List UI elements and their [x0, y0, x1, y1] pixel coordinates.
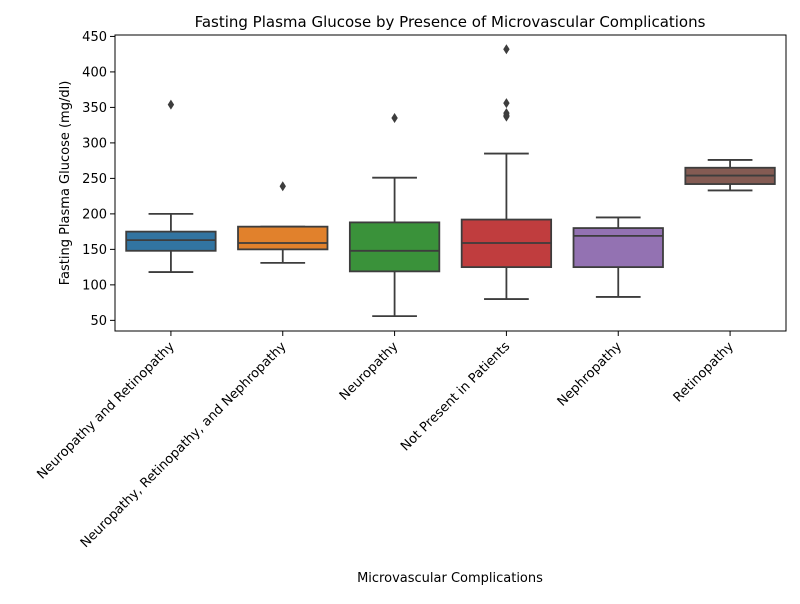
- box-3: [460, 44, 553, 300]
- outlier-point: [503, 111, 510, 122]
- plot-frame: [114, 34, 787, 332]
- outlier-point: [167, 99, 175, 110]
- box-5: [684, 159, 776, 192]
- y-tick-label: 50: [90, 314, 107, 329]
- box-4: [572, 216, 664, 298]
- iqr-box: [237, 225, 329, 251]
- y-tick-label: 400: [82, 65, 107, 80]
- y-tick-label: 450: [82, 30, 107, 45]
- outlier-point: [279, 181, 286, 192]
- y-tick-label: 200: [82, 207, 107, 222]
- box-0: [125, 99, 217, 273]
- box-2: [348, 113, 441, 317]
- iqr-box: [348, 221, 441, 273]
- box-1: [237, 181, 329, 264]
- outlier-point: [503, 44, 510, 55]
- y-tick-label: 300: [82, 136, 107, 151]
- x-tick-label: Neuropathy, Retinopathy, and Nephropathy: [78, 339, 290, 551]
- outlier-point: [391, 113, 398, 124]
- y-tick-label: 150: [82, 243, 107, 258]
- y-axis-title: Fasting Plasma Glucose (mg/dl): [58, 81, 73, 286]
- x-tick-label: Neuropathy: [337, 339, 402, 404]
- y-tick-label: 100: [82, 278, 107, 293]
- chart-title: Fasting Plasma Glucose by Presence of Mi…: [195, 13, 706, 31]
- x-axis-title: Microvascular Complications: [357, 571, 543, 586]
- x-tick-label: Nephropathy: [555, 339, 626, 410]
- outlier-point: [503, 98, 510, 109]
- x-tick-label: Retinopathy: [671, 339, 737, 405]
- y-tick-label: 250: [82, 172, 107, 187]
- y-axis: 50 100 150 200 250 300 350 400 450: [82, 30, 115, 329]
- iqr-box: [125, 230, 217, 252]
- y-tick-label: 350: [82, 101, 107, 116]
- plot-area: [114, 34, 787, 332]
- iqr-box: [572, 227, 664, 269]
- x-tick-label: Not Present in Patients: [398, 339, 513, 454]
